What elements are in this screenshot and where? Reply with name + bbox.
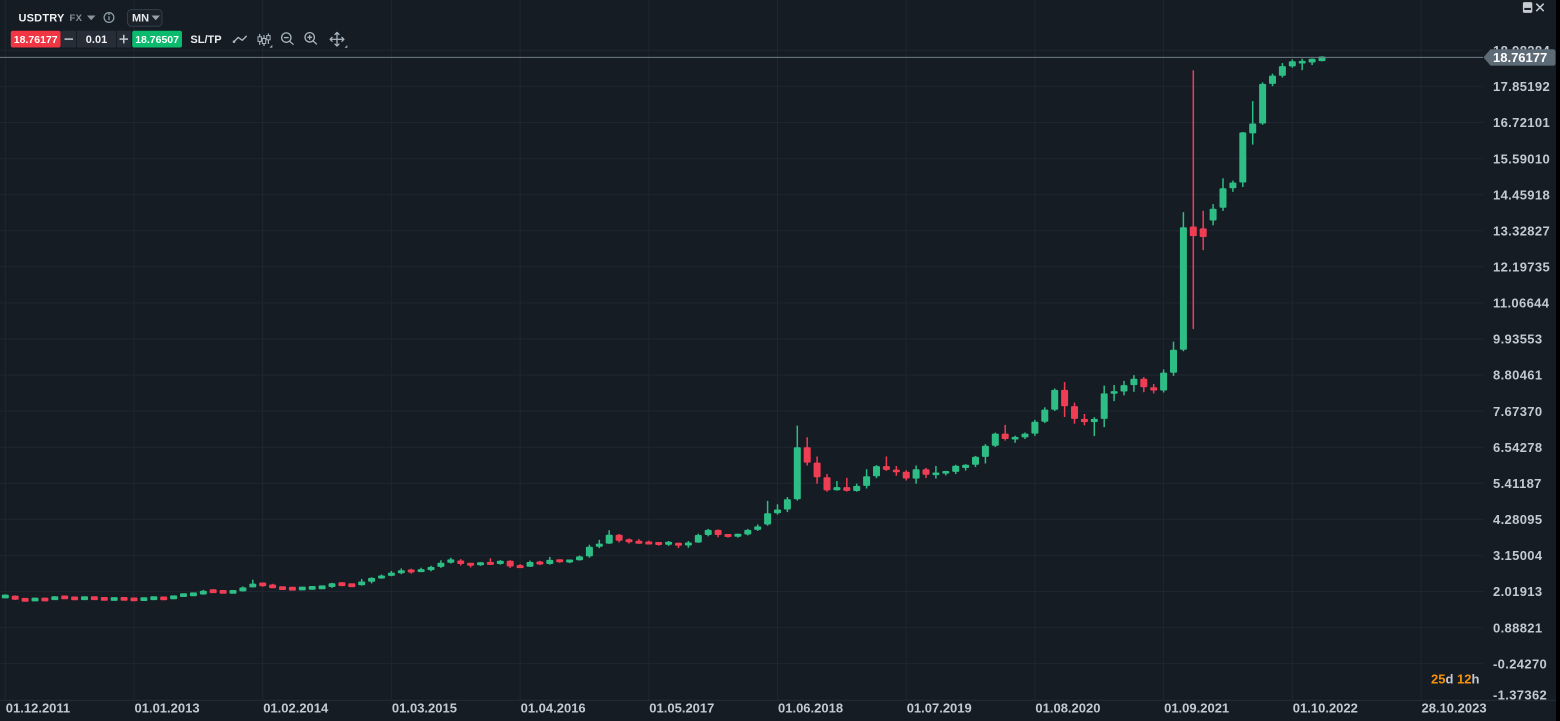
svg-text:01.07.2019: 01.07.2019 [907,701,972,716]
svg-text:01.10.2022: 01.10.2022 [1293,701,1358,716]
svg-text:4.28095: 4.28095 [1493,512,1542,527]
svg-text:25d 12h: 25d 12h [1431,672,1480,687]
svg-text:MN: MN [132,13,149,25]
svg-text:01.01.2013: 01.01.2013 [135,701,200,716]
svg-text:14.45918: 14.45918 [1493,187,1550,202]
svg-text:13.32827: 13.32827 [1493,223,1550,238]
svg-text:01.04.2016: 01.04.2016 [521,701,586,716]
svg-text:5.41187: 5.41187 [1493,476,1542,491]
svg-text:-0.24270: -0.24270 [1493,656,1547,671]
svg-text:15.59010: 15.59010 [1493,151,1550,166]
svg-text:18.76507: 18.76507 [135,34,179,46]
svg-text:01.02.2014: 01.02.2014 [263,701,329,716]
svg-text:3.15004: 3.15004 [1493,548,1543,563]
svg-text:18.76177: 18.76177 [14,34,58,46]
svg-text:28.10.2023: 28.10.2023 [1422,701,1487,716]
svg-text:01.09.2021: 01.09.2021 [1164,701,1229,716]
svg-text:16.72101: 16.72101 [1493,115,1550,130]
svg-text:01.08.2020: 01.08.2020 [1035,701,1100,716]
svg-text:17.85192: 17.85192 [1493,79,1550,94]
svg-text:18.76177: 18.76177 [1493,50,1547,65]
svg-text:9.93553: 9.93553 [1493,332,1542,347]
svg-text:01.06.2018: 01.06.2018 [778,701,843,716]
svg-text:8.80461: 8.80461 [1493,368,1542,383]
svg-text:6.54278: 6.54278 [1493,440,1542,455]
svg-text:USDTRY: USDTRY [19,13,65,25]
svg-text:-1.37362: -1.37362 [1493,688,1547,703]
svg-text:0.01: 0.01 [86,34,107,46]
svg-text:01.12.2011: 01.12.2011 [6,701,70,716]
svg-text:FX: FX [70,13,83,24]
svg-text:7.67370: 7.67370 [1493,404,1542,419]
svg-text:01.05.2017: 01.05.2017 [649,701,714,716]
svg-text:12.19735: 12.19735 [1493,260,1550,275]
svg-text:0.88821: 0.88821 [1493,620,1542,635]
svg-text:2.01913: 2.01913 [1493,584,1542,599]
svg-text:SL/TP: SL/TP [190,34,221,46]
svg-text:01.03.2015: 01.03.2015 [392,701,457,716]
svg-text:11.06644: 11.06644 [1493,296,1550,311]
